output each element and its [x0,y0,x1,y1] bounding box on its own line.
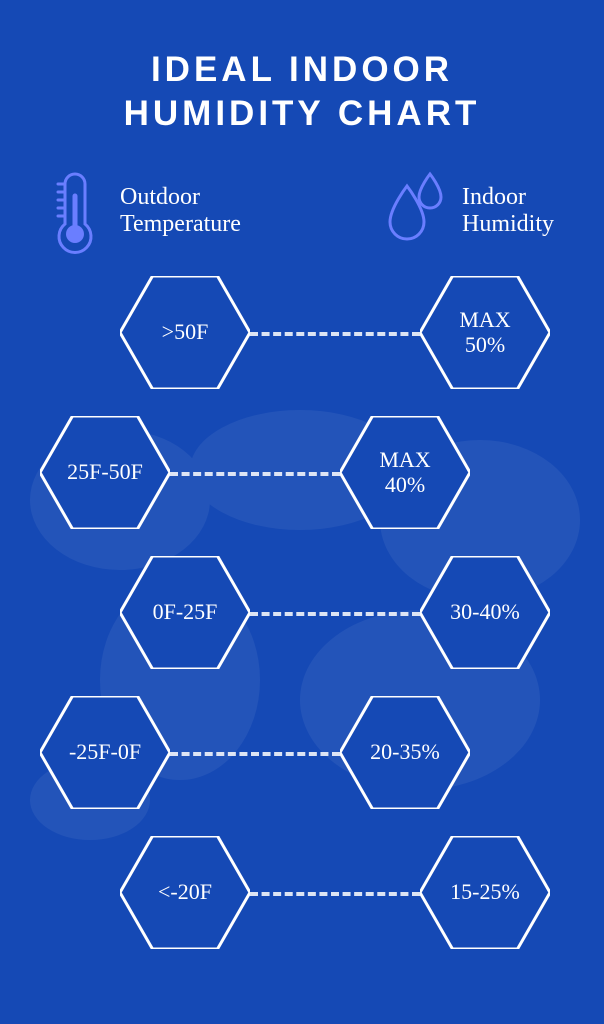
outdoor-temp-label: Outdoor Temperature [120,184,241,237]
temperature-value: <-20F [150,879,220,904]
temperature-value: 25F-50F [59,459,151,484]
temperature-hex: 0F-25F [120,556,250,669]
temperature-hex: -25F-0F [40,696,170,809]
humidity-hex: 15-25% [420,836,550,949]
chart-row: >50F MAX50% [0,276,604,416]
humidity-hex: 30-40% [420,556,550,669]
page-title: IDEAL INDOOR HUMIDITY CHART [0,0,604,136]
row-connector [250,612,420,616]
title-line1: IDEAL INDOOR [0,48,604,92]
chart-rows: >50F MAX50% 25F-50F MAX40% 0F-25F 30-40% -25F-… [0,276,604,976]
indoor-humidity-label: Indoor Humidity [462,184,554,237]
humidity-hex: MAX50% [420,276,550,389]
row-connector [170,752,340,756]
humidity-hex: 20-35% [340,696,470,809]
chart-row: 25F-50F MAX40% [0,416,604,556]
temperature-hex: >50F [120,276,250,389]
thermometer-icon [40,166,110,256]
humidity-value: 20-35% [362,739,448,764]
chart-row: 0F-25F 30-40% [0,556,604,696]
humidity-value: 30-40% [442,599,528,624]
humidity-value: MAX40% [371,447,438,498]
humidity-value: 15-25% [442,879,528,904]
temperature-hex: 25F-50F [40,416,170,529]
row-connector [250,892,420,896]
temperature-hex: <-20F [120,836,250,949]
header-row: Outdoor Temperature Indoor Humidity [0,136,604,256]
droplets-icon [382,166,452,256]
chart-row: -25F-0F 20-35% [0,696,604,836]
chart-row: <-20F 15-25% [0,836,604,976]
humidity-value: MAX50% [451,307,518,358]
title-line2: HUMIDITY CHART [0,92,604,136]
row-connector [250,332,420,336]
humidity-hex: MAX40% [340,416,470,529]
header-right: Indoor Humidity [382,166,554,256]
header-left: Outdoor Temperature [40,166,241,256]
temperature-value: 0F-25F [145,599,226,624]
row-connector [170,472,340,476]
temperature-value: -25F-0F [61,739,149,764]
temperature-value: >50F [154,319,217,344]
